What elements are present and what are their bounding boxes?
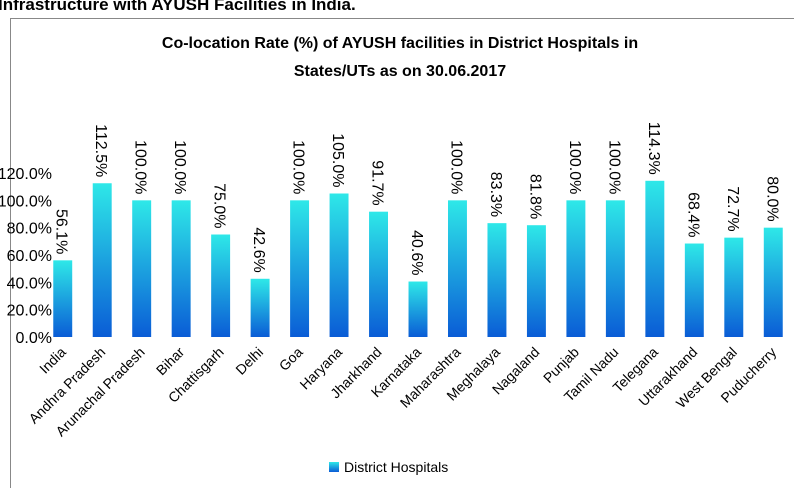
bar	[724, 237, 744, 337]
x-tick-label: Bihar	[153, 344, 188, 379]
data-label: 100.0%	[171, 140, 188, 194]
data-label: 91.7%	[369, 160, 386, 205]
data-label: 40.6%	[408, 230, 425, 275]
bar	[605, 200, 625, 337]
data-label: 100.0%	[132, 140, 149, 194]
bar	[763, 227, 783, 337]
data-label: 112.5%	[92, 124, 109, 177]
y-tick-label: 100.0%	[0, 193, 52, 210]
bar	[684, 243, 704, 337]
y-tick-label: 120.0%	[0, 166, 52, 183]
data-label: 75.0%	[211, 183, 228, 228]
data-label: 100.0%	[605, 140, 622, 194]
y-tick-label: 60.0%	[7, 248, 52, 265]
data-label: 83.3%	[487, 172, 504, 217]
y-tick-label: 0.0%	[16, 330, 52, 347]
bar	[171, 200, 191, 337]
data-label: 105.0%	[329, 133, 346, 187]
data-label: 42.6%	[250, 227, 267, 272]
legend-swatch	[329, 462, 339, 472]
x-tick-label: Goa	[276, 344, 306, 374]
bar	[566, 200, 586, 337]
data-label: 100.0%	[566, 140, 583, 194]
data-label: 100.0%	[447, 140, 464, 194]
bar	[53, 260, 73, 337]
data-label: 81.8%	[526, 174, 543, 219]
data-label: 114.3%	[645, 122, 662, 175]
legend-label: District Hospitals	[344, 459, 448, 475]
bar	[487, 223, 507, 337]
bar	[526, 225, 546, 337]
y-tick-label: 80.0%	[7, 221, 52, 238]
chart-frame	[10, 18, 794, 488]
y-tick-label: 20.0%	[7, 303, 52, 320]
chart-title: States/UTs as on 30.06.2017	[294, 63, 506, 80]
bar	[369, 211, 388, 337]
x-tick-label: Delhi	[232, 344, 266, 378]
y-tick-label: 40.0%	[7, 275, 52, 292]
bar	[250, 278, 270, 337]
bar	[290, 200, 310, 337]
bar	[132, 200, 152, 337]
x-tick-label: India	[36, 344, 69, 377]
bar	[329, 193, 349, 337]
bar	[211, 234, 231, 337]
chart-title: Co-location Rate (%) of AYUSH facilities…	[162, 35, 638, 52]
page-heading: Infrastructure with AYUSH Facilities in …	[0, 0, 356, 14]
data-label: 56.1%	[53, 209, 70, 254]
bar	[645, 180, 665, 337]
data-label: 68.4%	[684, 192, 701, 237]
bar	[448, 200, 467, 337]
data-label: 72.7%	[724, 186, 741, 231]
bar	[408, 281, 428, 337]
data-label: 80.0%	[763, 176, 780, 221]
bar	[92, 183, 112, 337]
data-label: 100.0%	[290, 140, 307, 194]
